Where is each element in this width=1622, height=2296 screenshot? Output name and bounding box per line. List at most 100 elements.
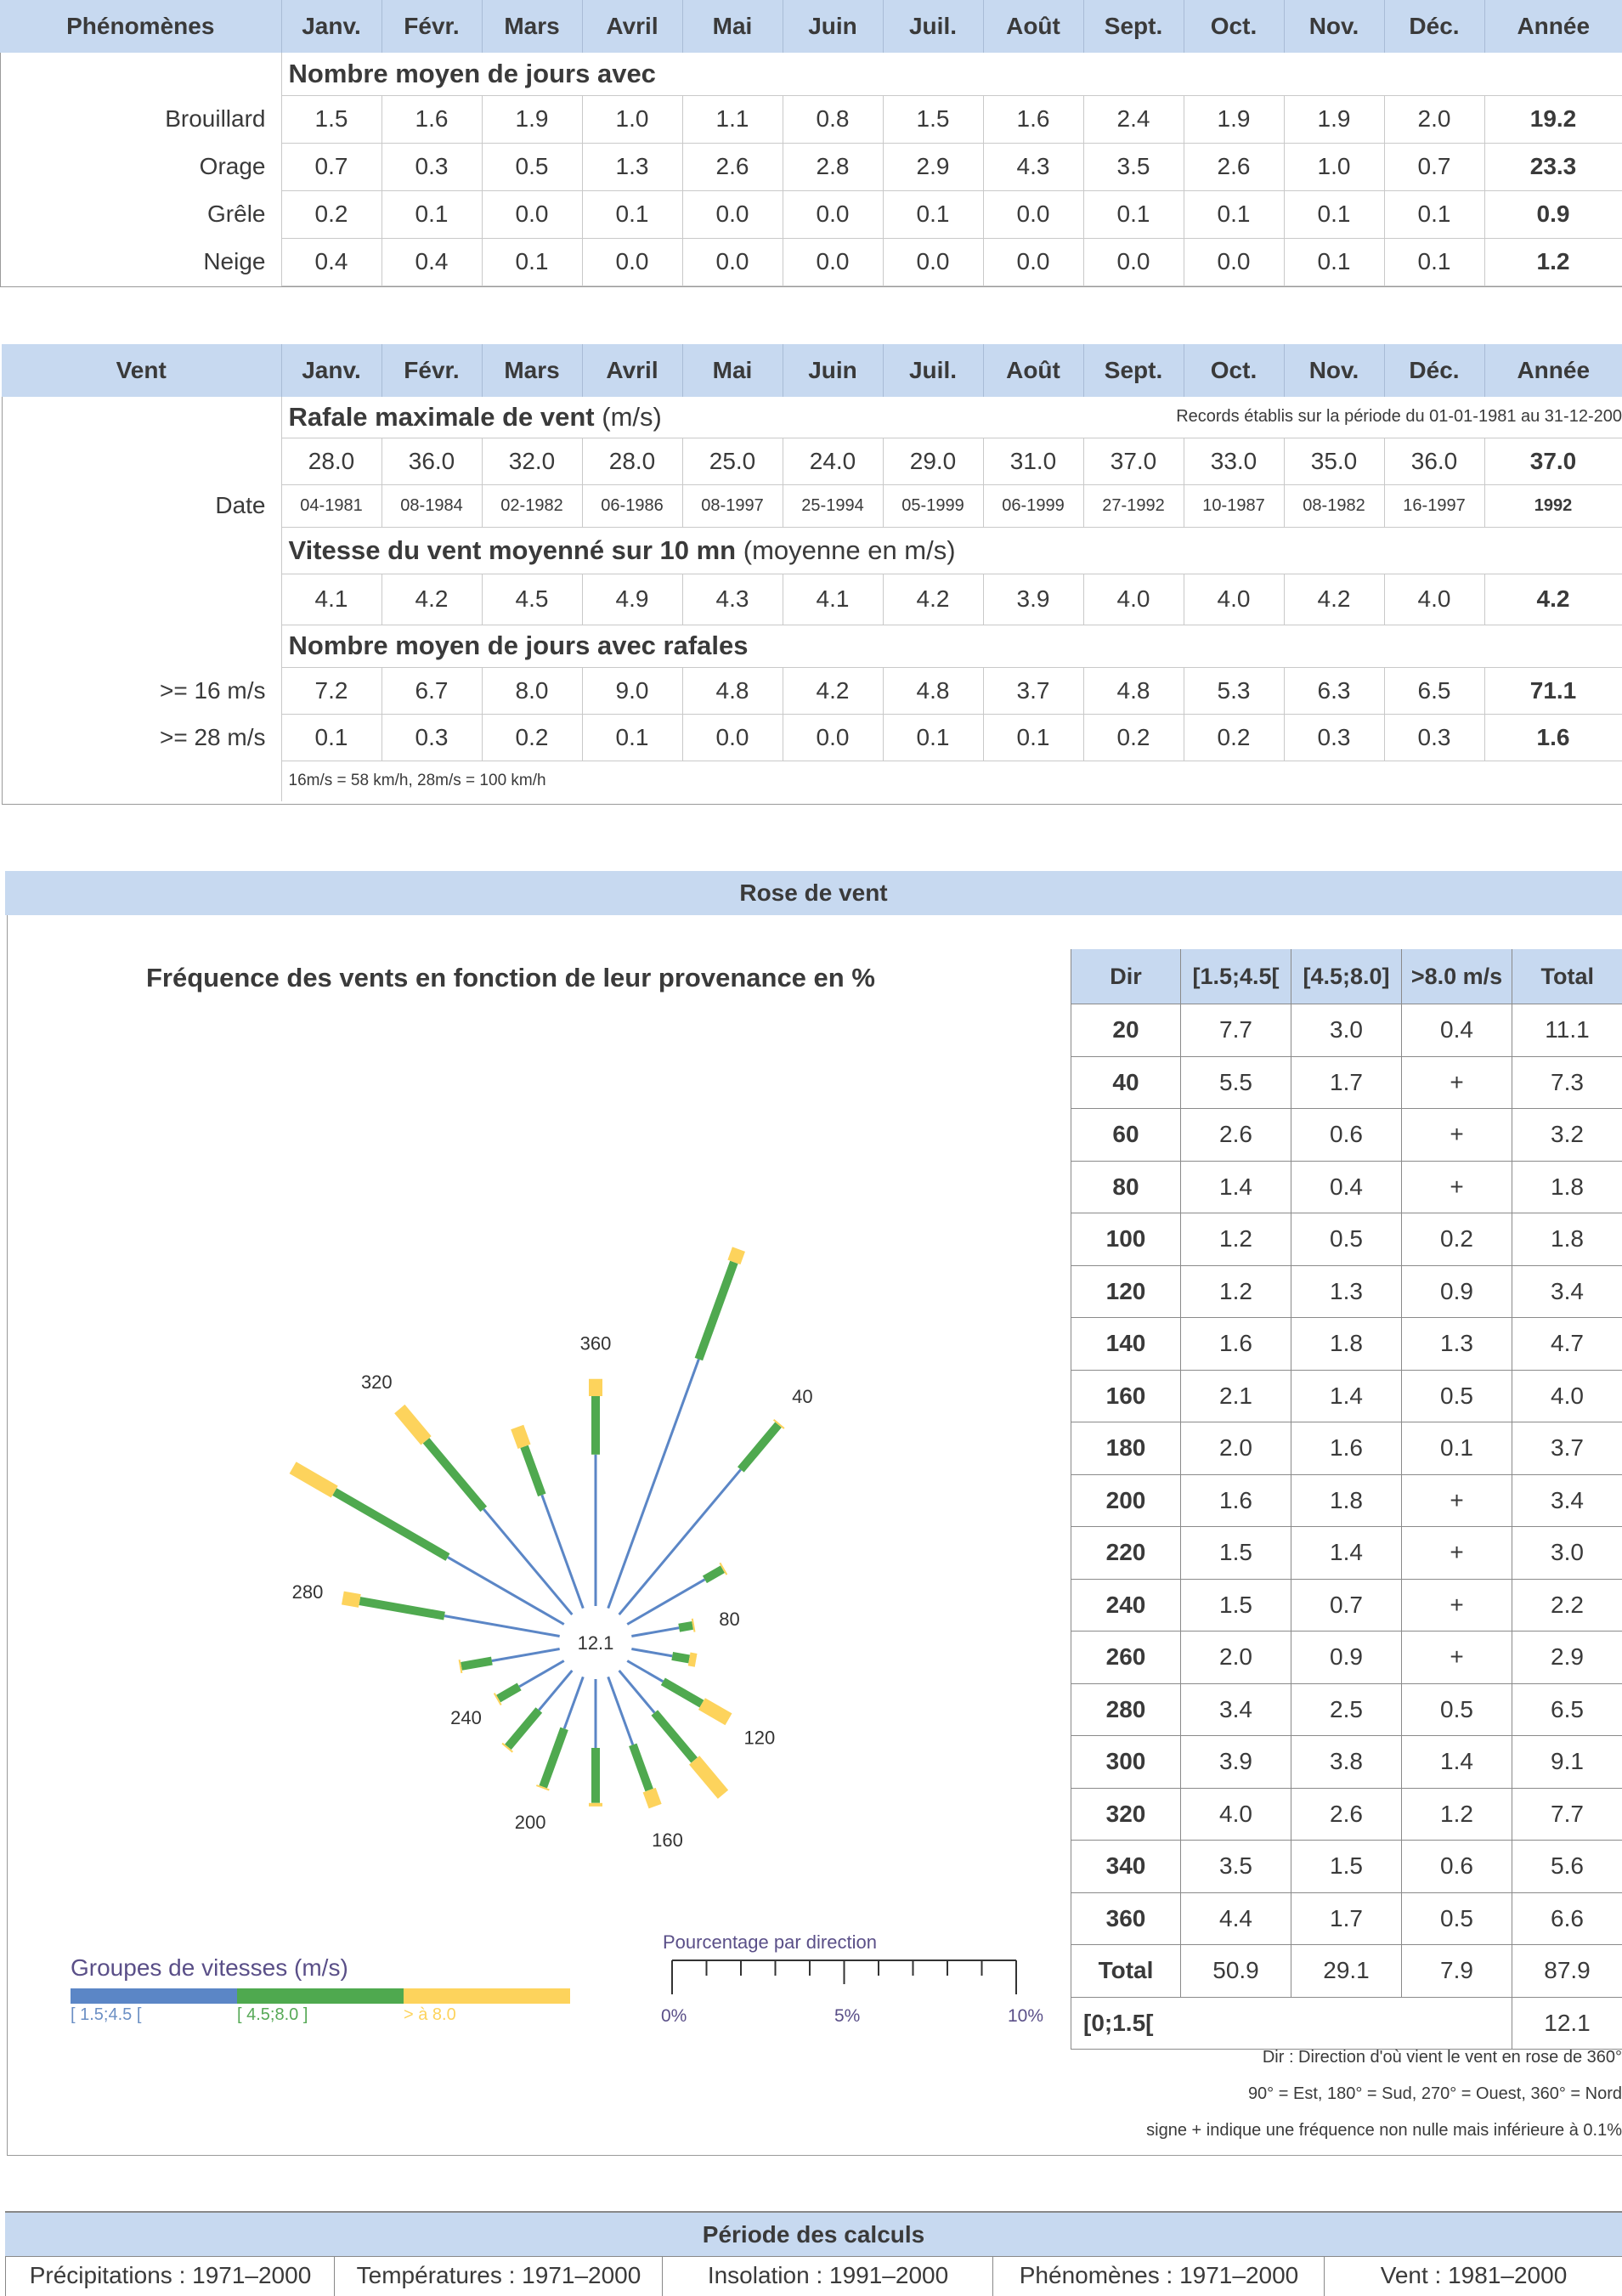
cell-value: 2.0: [1181, 1422, 1291, 1475]
cell-value: 3.4: [1512, 1474, 1622, 1527]
cell-value: 3.4: [1512, 1265, 1622, 1318]
header-vent: Vent: [2, 344, 281, 397]
cell-value: 6.7: [381, 667, 482, 714]
cell-value: 2.6: [1181, 1109, 1291, 1162]
spoke-segment-class-1: [448, 1558, 564, 1625]
row-label: Date: [2, 484, 281, 527]
cell-value: 3.9: [1181, 1736, 1291, 1789]
spoke-segment-class-2: [633, 1745, 649, 1790]
row-label: [2, 574, 281, 625]
cell-value: 4.0: [1184, 574, 1284, 625]
header-month: Nov.: [1284, 0, 1384, 53]
header-month: Janv.: [281, 0, 381, 53]
cell-value: 0.4: [381, 238, 482, 286]
cell-value: 0.1: [1402, 1422, 1512, 1475]
legend-title: Groupes de vitesses (m/s): [71, 1954, 348, 1982]
spoke-segment-class-3: [734, 1249, 739, 1262]
header-month: Déc.: [1384, 344, 1484, 397]
spoke-segment-class-2: [499, 1687, 520, 1699]
cell-value: 08-1997: [682, 484, 783, 527]
cell-value: 29.1: [1291, 1945, 1402, 1998]
cell-value: 10-1987: [1184, 484, 1284, 527]
cell-value: 25-1994: [783, 484, 883, 527]
dir-cell: 40: [1071, 1056, 1181, 1109]
cell-value: 4.0: [1512, 1370, 1622, 1422]
cell-value: 1.2: [1181, 1265, 1291, 1318]
spoke-segment-class-2: [427, 1440, 484, 1509]
cell-value: 1.5: [883, 95, 983, 143]
cell-value: 0.6: [1402, 1841, 1512, 1893]
direction-label: 40: [792, 1386, 812, 1407]
jours-rafales-title: Nombre moyen de jours avec rafales: [289, 631, 749, 660]
cell-value: 0.4: [1291, 1161, 1402, 1213]
header-annee: Année: [1484, 0, 1622, 53]
cell-value: +: [1402, 1056, 1512, 1109]
cell-value: 05-1999: [883, 484, 983, 527]
cell-value: 0.3: [1384, 714, 1484, 761]
cell-value: 7.3: [1512, 1056, 1622, 1109]
spoke-20: [608, 1249, 739, 1608]
cell-annee: 1992: [1484, 484, 1622, 527]
cell-value: 1.8: [1291, 1474, 1402, 1527]
cell-value: 1.6: [1181, 1474, 1291, 1527]
empty-label: [2, 397, 281, 438]
cell-value: 1.3: [1291, 1265, 1402, 1318]
cell-value: 1.3: [582, 143, 682, 190]
cell-value: 0.1: [582, 190, 682, 238]
calm-center-label: 12.1: [578, 1632, 614, 1654]
cell-value: 3.5: [1083, 143, 1184, 190]
cell-value: 2.6: [1184, 143, 1284, 190]
cell-value: 36.0: [1384, 438, 1484, 484]
cell-value: 27-1992: [1083, 484, 1184, 527]
cell-value: 3.0: [1291, 1004, 1402, 1057]
cell-value: 1.7: [1291, 1056, 1402, 1109]
row-label: Orage: [0, 143, 281, 190]
spoke-segment-class-1: [483, 1509, 572, 1615]
cell-value: 4.0: [1083, 574, 1184, 625]
period-cell: Vent : 1981–2000: [1324, 2256, 1622, 2296]
spoke-segment-class-1: [631, 1648, 672, 1655]
spoke-160: [608, 1677, 655, 1806]
cell-value: 0.0: [783, 190, 883, 238]
header-month: Oct.: [1184, 0, 1284, 53]
header-cell: Total: [1512, 949, 1622, 1004]
cell-value: 3.5: [1181, 1841, 1291, 1893]
cell-value: 7.7: [1181, 1004, 1291, 1057]
vitesse-title: Vitesse du vent moyenné sur 10 mn: [289, 535, 737, 565]
cell-value: 1.9: [482, 95, 582, 143]
cell-value: +: [1402, 1109, 1512, 1162]
header-cell: [4.5;8.0]: [1291, 949, 1402, 1004]
cell-value: 5.6: [1512, 1841, 1622, 1893]
cell-value: 28.0: [281, 438, 381, 484]
cell-value: 3.9: [983, 574, 1083, 625]
cell-value: 0.0: [883, 238, 983, 286]
spoke-segment-class-2: [672, 1656, 689, 1660]
cell-value: 1.2: [1402, 1788, 1512, 1841]
spoke-segment-class-1: [542, 1495, 583, 1608]
scale-title: Pourcentage par direction: [663, 1931, 877, 1954]
cell-value: 5.5: [1181, 1056, 1291, 1109]
cell-value: 33.0: [1184, 438, 1284, 484]
cell-value: 1.5: [1291, 1841, 1402, 1893]
direction-label: 200: [515, 1812, 546, 1833]
cell-value: 0.2: [281, 190, 381, 238]
spoke-340: [517, 1427, 584, 1608]
cell-value: 16-1997: [1384, 484, 1484, 527]
header-month: Juin: [783, 0, 883, 53]
spoke-segment-class-2: [704, 1569, 722, 1580]
cell-value: 0.3: [1284, 714, 1384, 761]
cell-value: 0.4: [281, 238, 381, 286]
cell-value: 3.2: [1512, 1109, 1622, 1162]
cell-value: 0.5: [1402, 1683, 1512, 1736]
rose-title: Fréquence des vents en fonction de leur …: [146, 963, 875, 993]
